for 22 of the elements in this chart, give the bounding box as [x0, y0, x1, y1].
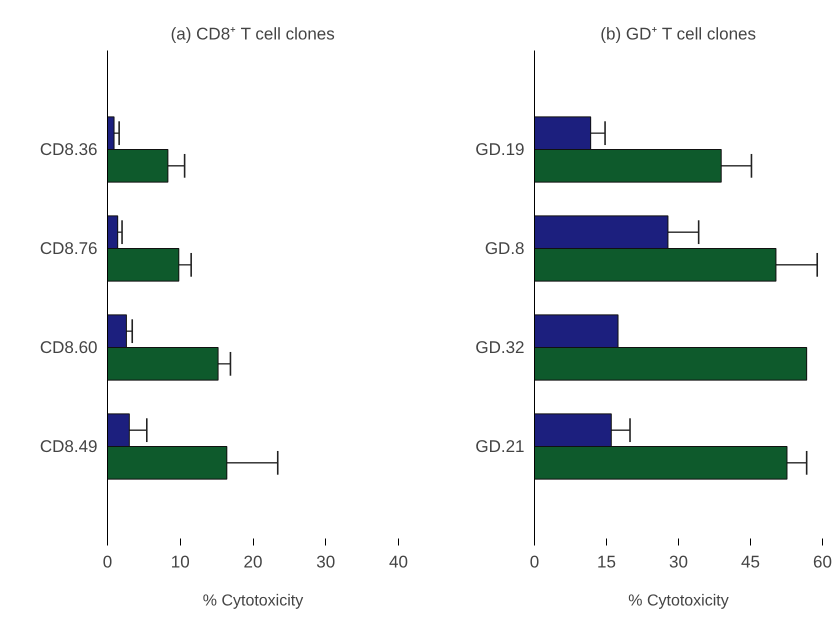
chart-title: (a) CD8⁺ T cell clones [170, 24, 335, 44]
y-tick-label: GD.19 [475, 140, 525, 159]
x-tick-label: 30 [669, 552, 688, 572]
x-axis-title: % Cytotoxicity [628, 592, 729, 610]
x-tick-label: 15 [597, 552, 616, 572]
y-tick-label: GD.8 [484, 239, 525, 258]
y-tick-label: CD8.36 [40, 140, 98, 159]
y-tick-label: CD8.49 [40, 437, 98, 456]
y-tick-label: CD8.76 [40, 239, 98, 258]
x-tick-label: 20 [244, 552, 262, 572]
x-tick-label: 40 [389, 552, 408, 572]
x-tick-label: 0 [530, 552, 540, 572]
y-tick-label: CD8.60 [40, 338, 98, 357]
y-tick-label: GD.32 [475, 338, 525, 357]
x-tick-label: 0 [102, 552, 112, 572]
x-tick-label: 10 [170, 552, 190, 572]
chart-title: (b) GD⁺ T cell clones [600, 24, 756, 44]
x-axis-title: % Cytotoxicity [202, 592, 304, 610]
x-tick-label: 30 [316, 552, 336, 572]
x-tick-label: 60 [813, 552, 832, 572]
y-tick-label: GD.21 [475, 437, 525, 456]
x-tick-label: 45 [741, 552, 760, 572]
